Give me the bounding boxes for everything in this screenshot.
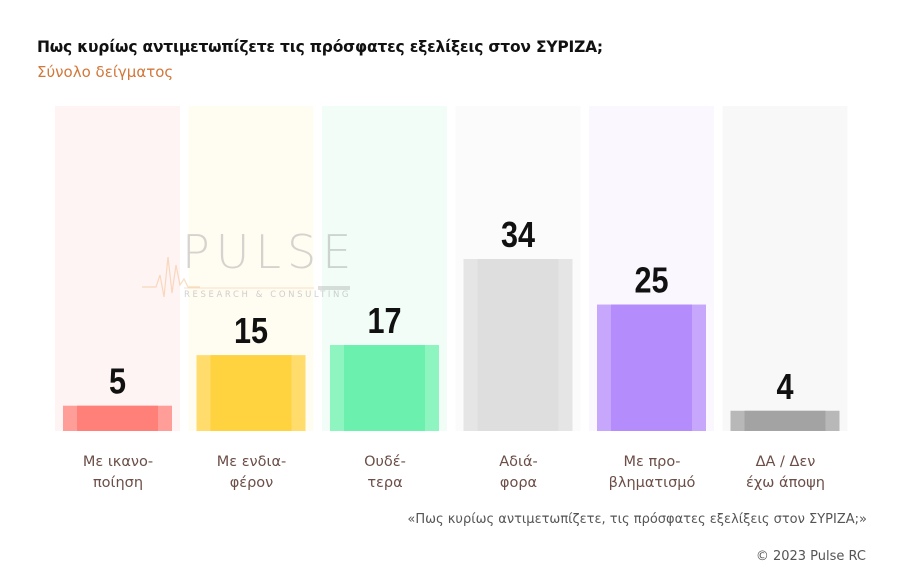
- category-label-line2: φορα: [499, 475, 538, 491]
- data-label: 17: [367, 302, 401, 342]
- category-label: Αδιά-φορα: [456, 452, 582, 494]
- bar: [477, 259, 559, 431]
- question-footnote: «Πως κυρίως αντιμετωπίζετε, τις πρόσφατε…: [407, 512, 867, 527]
- category-label-line1: Αδιά-: [499, 454, 538, 470]
- bar: [744, 410, 826, 431]
- category-label-line1: ΔΑ / Δεν: [755, 454, 816, 470]
- bar: [344, 345, 425, 431]
- category-label-line2: ποίηση: [92, 475, 144, 491]
- chart-subtitle: Σύνολο δείγματος: [37, 63, 174, 81]
- category-label-line2: φέρον: [229, 475, 274, 491]
- data-label: 34: [501, 216, 535, 256]
- category-label-line1: Με ενδια-: [216, 454, 287, 470]
- data-label: 15: [234, 312, 268, 352]
- data-label: 25: [634, 261, 668, 301]
- category-label-line2: έχω άποψη: [746, 475, 825, 491]
- data-label: 4: [776, 368, 793, 408]
- bar: [611, 304, 692, 431]
- category-label: Ουδέ-τερα: [322, 452, 448, 494]
- chart-title: Πως κυρίως αντιμετωπίζετε τις πρόσφατες …: [37, 38, 603, 56]
- bar: [210, 355, 292, 431]
- bar: [77, 405, 158, 431]
- category-label-line2: τερα: [367, 475, 403, 491]
- category-label: Με προ-βληματισμό: [589, 452, 715, 494]
- column-background: [55, 106, 180, 431]
- category-label-line1: Με προ-: [623, 454, 681, 470]
- category-label-line1: Με ικανο-: [82, 454, 154, 470]
- category-label: Με ενδια-φέρον: [189, 452, 315, 494]
- column-background: [722, 106, 848, 431]
- category-label-line1: Ουδέ-: [364, 454, 406, 470]
- category-label: Με ικανο-ποίηση: [55, 452, 181, 494]
- category-label: ΔΑ / Δεν έχω άποψη: [723, 452, 849, 494]
- category-label-line2: βληματισμό: [608, 475, 696, 491]
- data-label: 5: [109, 362, 126, 402]
- copyright: © 2023 Pulse RC: [755, 549, 866, 564]
